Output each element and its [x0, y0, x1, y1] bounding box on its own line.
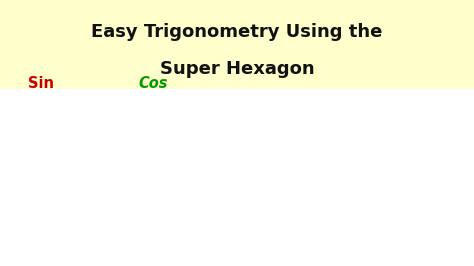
Text: Tan: Tan [301, 147, 321, 157]
Text: Sin =: Sin = [206, 148, 239, 158]
Text: ·: · [370, 224, 374, 234]
Text: Tan: Tan [301, 224, 321, 234]
Text: Cos: Cos [245, 116, 267, 126]
Text: Cosec: Cosec [127, 176, 174, 191]
Text: = Cosec: = Cosec [456, 124, 474, 134]
Text: Cot: Cot [393, 224, 413, 234]
Text: Sin: Sin [301, 193, 319, 203]
Text: +1 = Sec: +1 = Sec [386, 147, 439, 157]
Text: ²: ² [439, 117, 443, 123]
Text: Tan: Tan [301, 169, 321, 179]
Text: Cos: Cos [246, 132, 269, 142]
Text: Tan: Tan [0, 126, 12, 140]
Text: Cos: Cos [439, 169, 461, 179]
Text: +Cos: +Cos [386, 97, 416, 107]
Text: 1+ Cot: 1+ Cot [301, 124, 340, 134]
Text: Cot: Cot [250, 169, 271, 179]
Text: Cos: Cos [138, 77, 168, 92]
Text: ²: ² [370, 139, 374, 145]
Text: Cot: Cot [439, 193, 459, 203]
Text: ²: ² [370, 90, 374, 96]
Text: Tan =: Tan = [206, 109, 241, 119]
Text: Easy Trigonometry Using the: Easy Trigonometry Using the [91, 23, 383, 41]
Text: Sec: Sec [27, 176, 56, 191]
Text: Cos =: Cos = [206, 185, 242, 195]
Text: =  1: = 1 [463, 224, 474, 234]
Text: ·: · [370, 193, 382, 203]
Text: Cot: Cot [181, 126, 208, 140]
Text: Super Hexagon: Super Hexagon [160, 60, 314, 78]
Text: Sin: Sin [28, 77, 55, 92]
Text: Sin: Sin [301, 97, 319, 107]
Text: Sin: Sin [246, 93, 266, 103]
Text: Cosec: Cosec [242, 193, 279, 203]
Text: ·: · [370, 169, 382, 179]
Text: 1: 1 [91, 123, 103, 138]
Text: Cot: Cot [247, 156, 268, 166]
